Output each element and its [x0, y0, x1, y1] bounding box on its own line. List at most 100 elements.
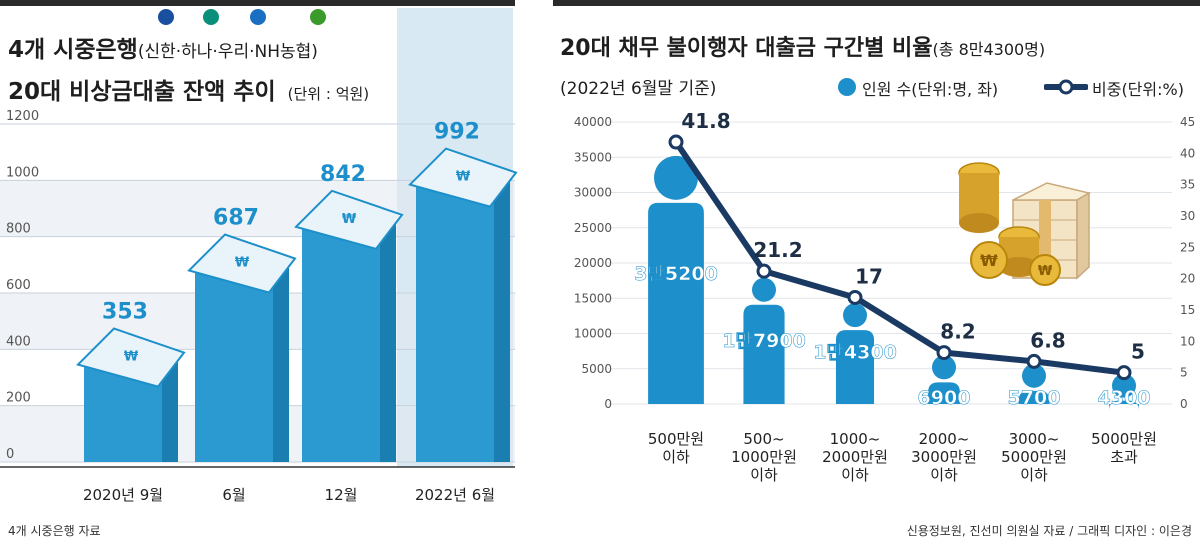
person-body: [1018, 390, 1050, 404]
people-label: 1만4300: [813, 342, 897, 364]
x-tick-label: 1000~: [830, 430, 881, 448]
coin-stacks: ₩ ₩: [958, 162, 1061, 286]
ratio-point: [668, 134, 684, 150]
person-figure: [743, 277, 785, 404]
y-tick-label: 600: [6, 278, 31, 293]
bar: ₩: [294, 189, 404, 462]
right-source: 신용정보원, 진선미 의원실 자료 / 그래픽 디자인 : 이은경: [906, 524, 1192, 538]
x-tick-label: 500만원: [648, 430, 704, 448]
data-label: 992: [434, 120, 480, 145]
y-tick-label: 1200: [6, 109, 39, 124]
y-right-tick: 5: [1180, 366, 1188, 380]
x-tick-label: 500~: [743, 430, 784, 448]
people-label: 3만5200: [634, 263, 718, 285]
person-head: [654, 155, 698, 200]
legend-ratio-label: 비중(단위:%): [1092, 80, 1184, 99]
x-tick-label: 초과: [1110, 448, 1138, 466]
ratio-point: [1026, 353, 1042, 369]
y-tick-label: 0: [6, 447, 14, 462]
x-tick-label: 2000만원: [822, 448, 888, 466]
right-combo-chart: 0 5000 10000 15000 20000 25000 30000 35000 40000…: [574, 109, 1195, 484]
person-body: [928, 382, 960, 404]
person-figure: [1018, 363, 1050, 404]
person-head: [932, 355, 956, 380]
banknote: [187, 233, 297, 294]
y-tick-label: 1000: [6, 165, 39, 180]
left-unit: (단위 : 억원): [287, 85, 370, 103]
right-subtitle: (2022년 6월말 기준): [560, 79, 717, 99]
left-title-main: 4개 시중은행: [8, 37, 138, 63]
bar-side: [273, 258, 289, 462]
woori-logo: [250, 9, 266, 25]
person-figure: [835, 303, 875, 404]
bar: ₩: [76, 327, 186, 462]
bar: ₩: [187, 233, 297, 462]
y-right-tick: 30: [1180, 209, 1195, 223]
banknote: [294, 189, 404, 250]
person-head: [1112, 373, 1136, 398]
x-tick-label: 1000만원: [731, 448, 797, 466]
left-bar-chart: 0 200 400 600 800 1000 1200 ₩353 2020년 9월 ₩687 6월 ₩…: [0, 8, 518, 504]
y-left-tick: 5000: [581, 362, 612, 376]
y-right-tick: 15: [1180, 303, 1195, 317]
y-right-tick: 20: [1180, 272, 1195, 286]
data-label: 353: [102, 300, 148, 325]
ratio-label: 6.8: [1030, 328, 1065, 352]
person-body: [648, 202, 704, 404]
y-right-tick: 45: [1180, 115, 1195, 129]
money-illustration: ₩ ₩: [958, 162, 1091, 286]
right-title-main: 20대 채무 불이행자 대출금 구간별 비율: [560, 36, 933, 61]
y-tick-label: 400: [6, 334, 31, 349]
person-figure: [928, 355, 960, 404]
x-tick-label: 이하: [841, 466, 869, 484]
x-tick-label: 2020년 9월: [83, 486, 163, 504]
y-left-tick: 35000: [574, 150, 612, 164]
ratio-label: 8.2: [940, 320, 975, 344]
y-left-tick: 20000: [574, 256, 612, 270]
x-tick-label: 이하: [930, 466, 958, 484]
bar-side: [162, 352, 178, 462]
ratio-point: [756, 263, 772, 279]
left-title-line2: 20대 비상금대출 잔액 추이 (단위 : 억원): [8, 72, 369, 106]
bar-front: [302, 224, 380, 462]
nh-logo: [310, 9, 326, 25]
bar-front: [416, 182, 494, 462]
y-right-tick: 40: [1180, 146, 1195, 160]
y-left-tick: 15000: [574, 291, 612, 305]
legend-people-label: 인원 수(단위:명, 좌): [862, 80, 999, 99]
won-icon: ₩: [235, 255, 250, 270]
y-left-tick: 40000: [574, 115, 612, 129]
x-tick-label: 3000만원: [911, 448, 977, 466]
y-right-tick: 35: [1180, 178, 1195, 192]
person-body: [743, 304, 785, 404]
won-icon: ₩: [124, 350, 139, 365]
bar-side: [494, 172, 510, 462]
people-label: 4300: [1098, 387, 1151, 409]
person-figure: [1109, 373, 1139, 411]
y-right-tick: 10: [1180, 334, 1195, 348]
x-tick-label: 이하: [662, 448, 690, 466]
svg-text:₩: ₩: [980, 251, 998, 270]
y-left-tick: 0: [604, 397, 612, 411]
shinhan-logo: [158, 9, 174, 25]
won-icon: ₩: [456, 170, 471, 185]
right-top-bar: [553, 0, 1200, 6]
banknote: [408, 147, 518, 208]
svg-text:₩: ₩: [1038, 264, 1053, 279]
left-title: 4개 시중은행(신한·하나·우리·NH농협): [8, 30, 318, 64]
ratio-point: [847, 289, 863, 305]
left-subtitle: 20대 비상금대출 잔액 추이: [8, 79, 276, 105]
legend-people-swatch: [838, 78, 856, 96]
person-head: [843, 303, 867, 328]
left-source: 4개 시중은행 자료: [8, 524, 101, 538]
won-icon: ₩: [342, 212, 357, 227]
ratio-point: [1116, 365, 1132, 381]
ratio-label: 41.8: [681, 109, 730, 133]
bar-side: [380, 214, 396, 462]
x-tick-label: 2022년 6월: [415, 486, 495, 504]
left-top-bar: [0, 0, 515, 6]
data-label: 842: [320, 162, 366, 187]
x-tick-label: 12월: [325, 486, 358, 504]
ratio-label: 5: [1131, 340, 1145, 364]
people-label: 5700: [1008, 387, 1061, 409]
